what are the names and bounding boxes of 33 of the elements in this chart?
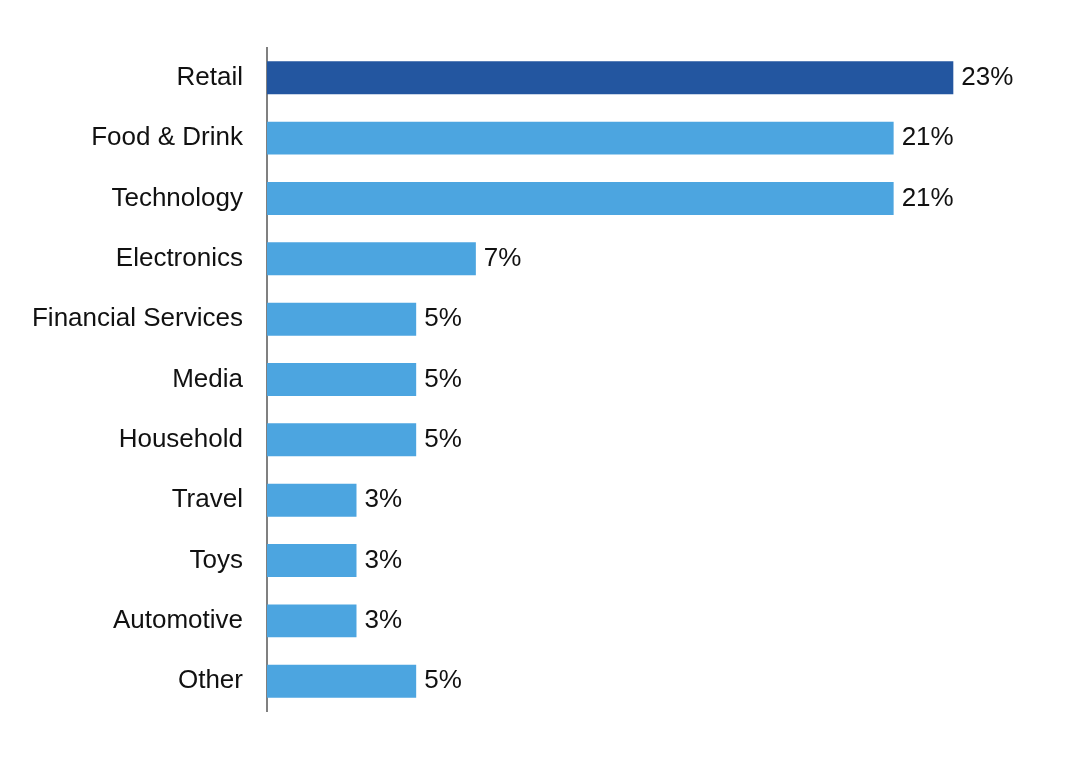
bar xyxy=(266,423,417,457)
y-tick-label: Retail xyxy=(176,60,243,91)
y-tick-label: Media xyxy=(172,362,244,393)
y-tick-label: Electronics xyxy=(115,241,243,272)
data-label: 23% xyxy=(961,60,1014,91)
data-label: 3% xyxy=(364,543,403,574)
data-label: 21% xyxy=(901,121,954,152)
data-label: 5% xyxy=(424,423,462,454)
y-tick-label: Travel xyxy=(171,483,243,514)
bar xyxy=(266,664,417,698)
data-label: 5% xyxy=(424,302,462,333)
y-tick-label: Household xyxy=(118,423,243,454)
bar xyxy=(266,181,894,215)
bar xyxy=(266,61,954,95)
bar xyxy=(266,363,417,396)
bar xyxy=(266,121,894,155)
data-label: 21% xyxy=(901,181,954,212)
y-tick-label: Financial Services xyxy=(31,302,243,333)
data-label: 5% xyxy=(424,664,462,695)
y-tick-label: Toys xyxy=(189,543,243,574)
bar xyxy=(266,483,357,517)
bar xyxy=(266,544,357,578)
bar xyxy=(266,302,417,336)
bar xyxy=(266,604,357,638)
y-tick-label: Food & Drink xyxy=(91,121,244,152)
bar xyxy=(266,242,476,276)
y-tick-label: Technology xyxy=(111,181,243,212)
y-tick-label: Other xyxy=(177,664,244,695)
data-label: 5% xyxy=(424,362,462,393)
data-label: 3% xyxy=(364,604,403,635)
y-tick-label: Automotive xyxy=(112,604,243,635)
data-label: 3% xyxy=(364,483,403,514)
data-label: 7% xyxy=(483,241,522,272)
